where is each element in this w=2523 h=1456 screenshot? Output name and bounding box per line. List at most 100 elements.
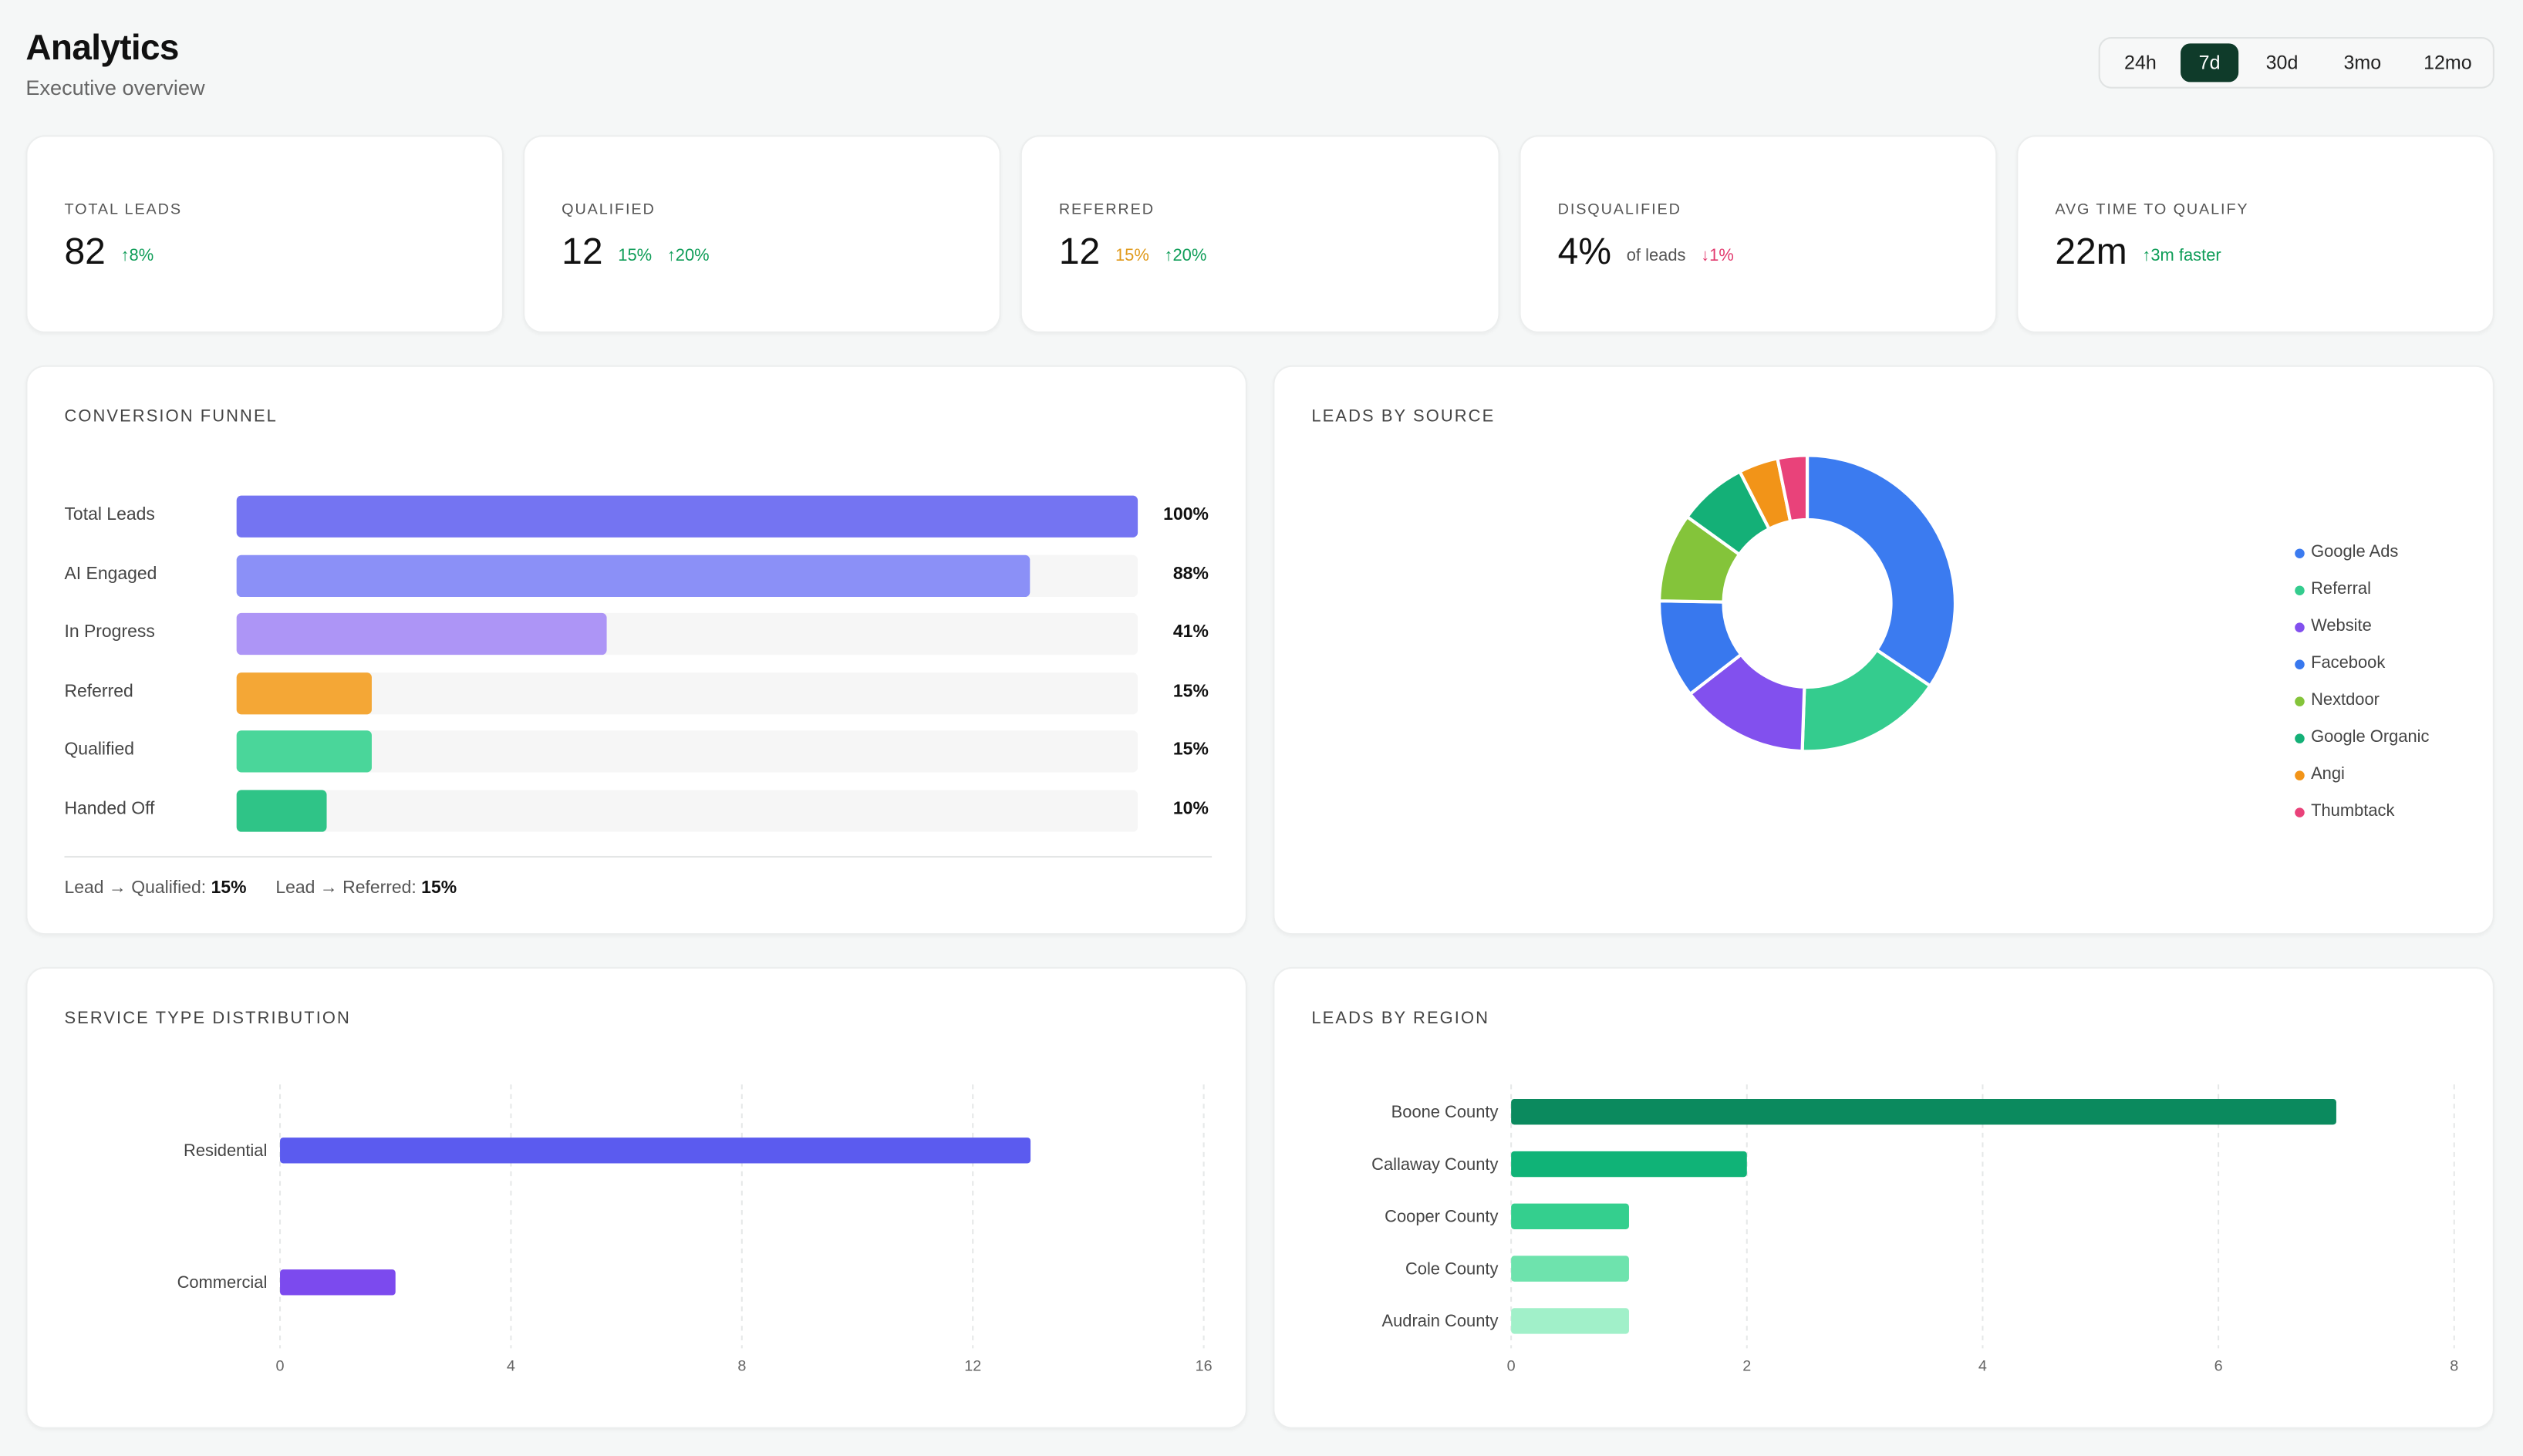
summary-label: Lead → Referred:	[275, 878, 417, 898]
category-label: Callaway County	[1371, 1154, 1498, 1174]
x-tick-label: 16	[1196, 1358, 1213, 1375]
leads-by-source-donut-chart	[1657, 453, 1958, 753]
funnel-bar-qualified	[236, 730, 372, 773]
legend-label: Nextdoor	[2311, 690, 2380, 710]
kpi-value: 12	[562, 230, 603, 272]
funnel-bar-ai-engaged	[236, 554, 1030, 597]
chart-legend: Google Ads Referral Website Facebook Nextdoo…	[2295, 542, 2430, 838]
category-label: Cooper County	[1385, 1207, 1498, 1226]
legend-swatch	[2295, 548, 2305, 558]
funnel-bar-handed-off	[236, 789, 327, 831]
bar-residential	[280, 1138, 1031, 1164]
kpi-value: 12	[1058, 230, 1101, 272]
x-tick-label: 2	[1742, 1358, 1751, 1375]
bar-commercial	[280, 1269, 396, 1296]
funnel-track	[236, 554, 1138, 597]
funnel-stage-percent: 100%	[1163, 505, 1209, 525]
funnel-stage-label: Referred	[64, 681, 133, 701]
kpi-change: ↑8%	[120, 246, 154, 266]
category-label: Audrain County	[1382, 1311, 1499, 1330]
funnel-stage-label: AI Engaged	[64, 564, 157, 584]
funnel-track	[236, 612, 1138, 656]
funnel-stage-label: Total Leads	[64, 505, 155, 525]
kpi-change: ↑3m faster	[2142, 246, 2221, 266]
leads-by-region-card: LEADS BY REGION 0 2 4 6 8 Boone County Callawa…	[1273, 966, 2494, 1429]
kpi-value: 82	[64, 230, 106, 272]
range-7d-button[interactable]: 7d	[2181, 43, 2239, 83]
funnel-stage-label: Qualified	[64, 740, 135, 760]
divider	[64, 855, 1213, 858]
funnel-stage-percent: 88%	[1172, 564, 1209, 584]
range-24h-button[interactable]: 24h	[2124, 51, 2157, 74]
x-tick-label: 0	[1507, 1358, 1516, 1375]
kpi-label: QUALIFIED	[562, 201, 656, 219]
kpi-rate: 15%	[618, 246, 653, 266]
kpi-row: 82 ↑8%	[64, 230, 153, 273]
kpi-rate: 15%	[1115, 246, 1149, 266]
section-title: SERVICE TYPE DISTRIBUTION	[64, 1009, 351, 1029]
category-label: Boone County	[1391, 1102, 1499, 1121]
kpi-change: ↑20%	[1164, 246, 1207, 266]
category-label: Residential	[184, 1141, 267, 1160]
legend-swatch	[2295, 733, 2305, 743]
bar-cole-county	[1511, 1255, 1629, 1282]
funnel-stage-percent: 41%	[1172, 622, 1209, 642]
legend-item-facebook: Facebook	[2295, 653, 2429, 690]
kpi-label: TOTAL LEADS	[64, 201, 182, 219]
kpi-label: DISQUALIFIED	[1557, 201, 1681, 219]
legend-item-thumbtack: Thumbtack	[2295, 801, 2429, 838]
kpi-change: ↑20%	[666, 246, 710, 266]
kpi-card-qualified: QUALIFIED 12 15% ↑20%	[523, 135, 1001, 333]
bar-audrain-county	[1511, 1308, 1629, 1334]
kpi-value: 22m	[2055, 230, 2127, 272]
legend-label: Website	[2311, 616, 2372, 636]
funnel-bar-in-progress	[236, 612, 606, 656]
kpi-row: 22m ↑3m faster	[2055, 230, 2221, 273]
range-30d-button[interactable]: 30d	[2265, 51, 2299, 74]
legend-swatch	[2295, 770, 2305, 780]
funnel-track	[236, 730, 1138, 773]
kpi-card-referred: REFERRED 12 15% ↑20%	[1020, 135, 1500, 333]
kpi-row: 4% of leads ↓1%	[1558, 230, 1734, 273]
kpi-row: 12 15% ↑20%	[562, 230, 709, 273]
kpi-card-disqualified: DISQUALIFIED 4% of leads ↓1%	[1519, 135, 1998, 333]
summary-value: 15%	[421, 878, 457, 898]
x-tick-label: 4	[1978, 1358, 1987, 1375]
legend-label: Facebook	[2311, 653, 2386, 673]
funnel-stage-percent: 15%	[1172, 681, 1209, 701]
kpi-note: of leads	[1626, 246, 1686, 266]
donut-slice-google-ads	[1805, 453, 1958, 689]
funnel-stage-label: Handed Off	[64, 798, 155, 818]
page-subtitle: Executive overview	[25, 76, 205, 100]
range-12mo-button[interactable]: 12mo	[2423, 51, 2472, 74]
legend-label: Thumbtack	[2311, 801, 2395, 821]
legend-swatch	[2295, 696, 2305, 706]
leads-by-region-bar-chart: 0 2 4 6 8 Boone County Callaway County Cooper C…	[1371, 1084, 2458, 1375]
legend-label: Angi	[2311, 764, 2345, 784]
legend-label: Referral	[2311, 579, 2372, 599]
service-type-bar-chart: 0 4 8 12 16 Residential Commercial	[177, 1084, 1213, 1375]
range-3mo-button[interactable]: 3mo	[2343, 51, 2382, 74]
x-tick-label: 4	[507, 1358, 515, 1375]
funnel-track	[236, 789, 1138, 831]
category-label: Cole County	[1405, 1259, 1499, 1278]
service-type-distribution-card: SERVICE TYPE DISTRIBUTION 0 4 8 12 16 Residen…	[25, 966, 1247, 1429]
legend-label: Google Ads	[2311, 542, 2399, 562]
legend-swatch	[2295, 622, 2305, 632]
kpi-row: 12 15% ↑20%	[1059, 230, 1206, 273]
funnel-summary: Lead → Qualified: 15% Lead → Referred: 1…	[64, 878, 457, 898]
funnel-bar-referred	[236, 672, 372, 714]
legend-swatch	[2295, 585, 2305, 595]
kpi-label: AVG TIME TO QUALIFY	[2055, 201, 2249, 219]
time-range-selector: 24h 7d 30d 3mo 12mo	[2098, 36, 2494, 89]
legend-item-google-ads: Google Ads	[2295, 542, 2429, 579]
funnel-stage-label: In Progress	[64, 622, 155, 642]
summary-value: 15%	[211, 878, 247, 898]
kpi-card-total-leads: TOTAL LEADS 82 ↑8%	[25, 135, 504, 333]
category-label: Commercial	[177, 1272, 268, 1292]
summary-label: Lead → Qualified:	[64, 878, 207, 898]
x-tick-label: 12	[964, 1358, 981, 1375]
legend-swatch	[2295, 807, 2305, 817]
kpi-label: REFERRED	[1058, 201, 1155, 219]
kpi-change: ↓1%	[1701, 246, 1734, 266]
